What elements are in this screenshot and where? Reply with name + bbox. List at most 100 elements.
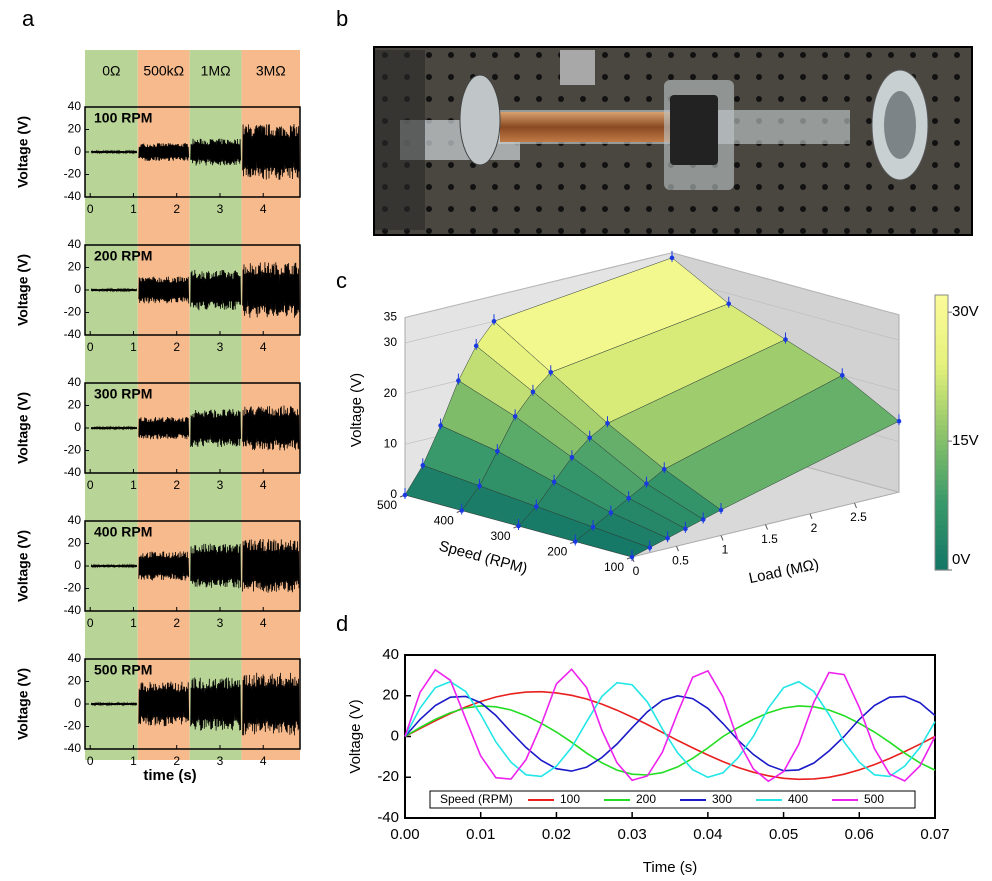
data-point bbox=[718, 507, 724, 513]
y-tick-label: 0 bbox=[74, 420, 81, 434]
x-tick-label: 3 bbox=[217, 478, 224, 492]
y-tick-label: -20 bbox=[64, 167, 82, 181]
y-axis-label: Voltage (V) bbox=[15, 392, 31, 464]
colorbar-swatch bbox=[935, 515, 948, 521]
colorbar-swatch bbox=[935, 535, 948, 541]
colorbar-frame bbox=[934, 294, 949, 571]
colorbar-swatch bbox=[935, 295, 948, 301]
y-tick-label: -20 bbox=[64, 581, 82, 595]
x-tick-label: 0 bbox=[87, 616, 94, 630]
signal bbox=[138, 416, 190, 440]
colorbar-swatch bbox=[935, 340, 948, 346]
colorbar-swatch bbox=[935, 315, 948, 321]
colorbar-swatch bbox=[935, 560, 948, 566]
data-point bbox=[726, 301, 732, 307]
data-point bbox=[495, 448, 500, 454]
signal bbox=[138, 681, 190, 727]
data-point bbox=[661, 466, 667, 472]
colorbar-swatch bbox=[935, 545, 948, 551]
colorbar-swatch bbox=[935, 420, 948, 426]
legend-label: 500 bbox=[864, 792, 884, 806]
colorbar-swatch bbox=[935, 445, 948, 451]
y-tick-label: 40 bbox=[68, 375, 82, 389]
colorbar-label: 30V bbox=[952, 303, 979, 320]
colorbar-swatch bbox=[935, 350, 948, 356]
signal bbox=[242, 672, 300, 736]
signal bbox=[242, 405, 300, 451]
colorbar-swatch bbox=[935, 435, 948, 441]
colorbar-swatch bbox=[935, 450, 948, 456]
colorbar-swatch bbox=[935, 480, 948, 486]
data-point bbox=[605, 420, 610, 426]
y-tick-label: -40 bbox=[64, 741, 82, 755]
data-point bbox=[516, 523, 521, 529]
signal bbox=[242, 123, 300, 180]
signal bbox=[90, 701, 138, 707]
colorbar-swatch bbox=[935, 355, 948, 361]
y-tick-label: -40 bbox=[377, 809, 399, 826]
colorbar-swatch bbox=[935, 540, 948, 546]
colorbar-swatch bbox=[935, 415, 948, 421]
signal bbox=[90, 149, 138, 155]
series-line bbox=[404, 668, 936, 783]
panel-label: b bbox=[336, 6, 348, 31]
y-tick-label: 0 bbox=[391, 727, 399, 744]
row-label: 300 RPM bbox=[94, 386, 152, 402]
signal bbox=[190, 138, 241, 166]
x-axis-label: time (s) bbox=[143, 767, 196, 784]
y-tick-label: 300 bbox=[490, 529, 510, 543]
data-point bbox=[572, 539, 578, 544]
x-tick-label: 3 bbox=[217, 202, 224, 216]
colorbar-swatch bbox=[935, 390, 948, 396]
y-tick-label: 20 bbox=[382, 687, 399, 704]
series-line bbox=[404, 680, 936, 779]
series-line bbox=[404, 694, 936, 772]
colorbar-swatch bbox=[935, 440, 948, 446]
colorbar-swatch bbox=[935, 555, 948, 561]
signal bbox=[138, 142, 190, 162]
data-point bbox=[456, 378, 461, 383]
y-tick-label: 40 bbox=[382, 646, 399, 663]
colorbar-swatch bbox=[935, 405, 948, 411]
colorbar-swatch bbox=[935, 500, 948, 506]
legend-title: Speed (RPM) bbox=[440, 792, 513, 806]
data-point bbox=[783, 337, 788, 342]
y-tick-label: 40 bbox=[68, 99, 82, 113]
z-tick-label: 0 bbox=[390, 487, 397, 501]
colorbar-swatch bbox=[935, 550, 948, 556]
data-point bbox=[548, 369, 554, 375]
data-point bbox=[608, 510, 614, 515]
x-tick-label: 2 bbox=[173, 202, 180, 216]
x-tick-label: 0.04 bbox=[693, 826, 722, 843]
colorbar-swatch bbox=[935, 360, 948, 366]
y-tick-label: 40 bbox=[68, 237, 82, 251]
signal bbox=[138, 276, 190, 304]
x-tick-label: 0 bbox=[87, 478, 94, 492]
y-tick-label: 0 bbox=[74, 144, 81, 158]
signal bbox=[190, 677, 241, 731]
x-tick-label: 4 bbox=[260, 754, 267, 768]
x-tick bbox=[720, 535, 724, 541]
load-region bbox=[189, 50, 242, 760]
x-tick-label: 0.03 bbox=[618, 826, 647, 843]
colorbar-label: 0V bbox=[952, 551, 970, 568]
colorbar-label: 15V bbox=[952, 432, 979, 449]
y-tick-label: 40 bbox=[68, 513, 82, 527]
signal bbox=[242, 262, 300, 318]
data-point bbox=[644, 481, 649, 486]
data-point bbox=[512, 414, 518, 419]
colorbar-swatch bbox=[935, 565, 948, 571]
load-region bbox=[85, 50, 138, 760]
colorbar-swatch bbox=[935, 430, 948, 436]
colorbar-swatch bbox=[935, 335, 948, 341]
x-tick-label: 0.01 bbox=[466, 826, 495, 843]
data-point bbox=[626, 495, 631, 501]
y-tick-label: -20 bbox=[64, 443, 82, 457]
data-point bbox=[700, 517, 706, 522]
y-tick-label: 0 bbox=[74, 696, 81, 710]
x-tick bbox=[765, 524, 768, 530]
y-tick-label: -40 bbox=[64, 465, 82, 479]
colorbar-swatch bbox=[935, 375, 948, 381]
x-tick-label: 2 bbox=[173, 478, 180, 492]
